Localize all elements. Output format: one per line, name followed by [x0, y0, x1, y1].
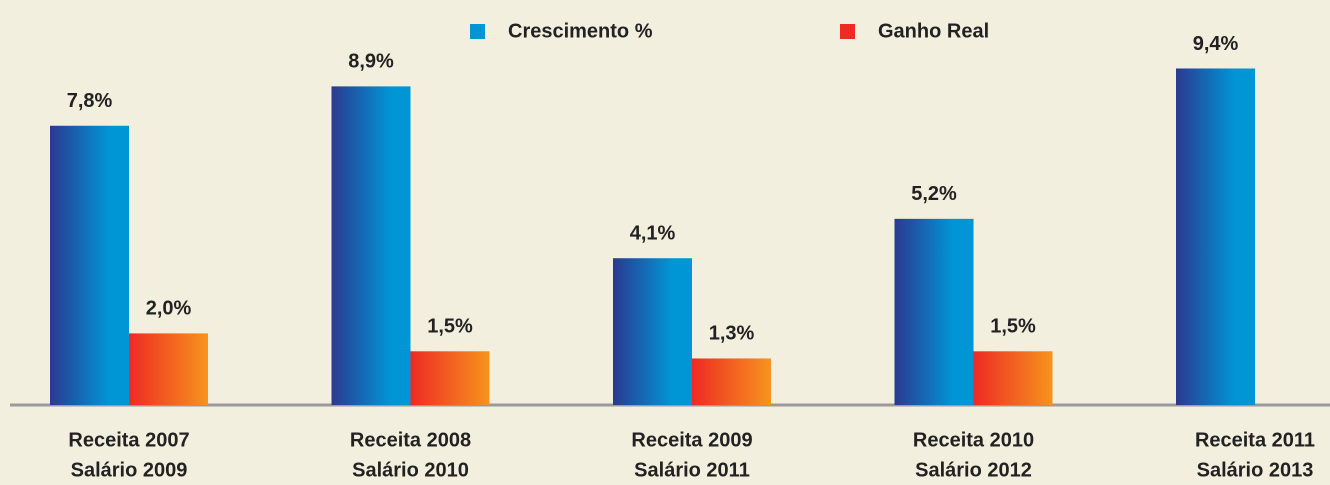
legend-label: Ganho Real: [878, 20, 989, 42]
x-tick-label: Receita 2011: [1195, 429, 1315, 451]
x-tick-label: Receita 2010: [913, 429, 1034, 451]
x-tick-label: Salário 2009: [71, 459, 188, 481]
x-tick-label: Salário 2010: [352, 459, 469, 481]
data-label: 7,8%: [67, 90, 113, 112]
data-label: 5,2%: [911, 183, 957, 205]
bar: [613, 258, 692, 405]
bar: [50, 125, 129, 405]
bar: [692, 358, 771, 405]
bar: [894, 218, 974, 405]
data-label: 1,5%: [990, 316, 1036, 338]
data-label: 8,9%: [348, 51, 394, 73]
bar: [331, 86, 411, 405]
data-label: 1,3%: [709, 323, 755, 345]
legend-label: Crescimento %: [508, 20, 653, 42]
x-tick-label: Receita 2009: [631, 429, 752, 451]
x-tick-label: Receita 2008: [350, 429, 471, 451]
bar: [129, 333, 208, 405]
data-label: 4,1%: [630, 223, 676, 245]
bar: [1176, 68, 1255, 405]
data-label: 9,4%: [1193, 33, 1239, 55]
x-tick-label: Salário 2013: [1197, 459, 1314, 481]
x-tick-label: Receita 2007: [68, 429, 189, 451]
data-label: 2,0%: [146, 298, 192, 320]
bar: [973, 351, 1053, 405]
x-tick-label: Salário 2012: [915, 459, 1032, 481]
data-label: 1,5%: [427, 316, 473, 338]
bar: [410, 351, 490, 405]
x-tick-label: Salário 2011: [634, 459, 750, 481]
legend-swatch: [840, 24, 855, 39]
legend-swatch: [470, 24, 485, 39]
